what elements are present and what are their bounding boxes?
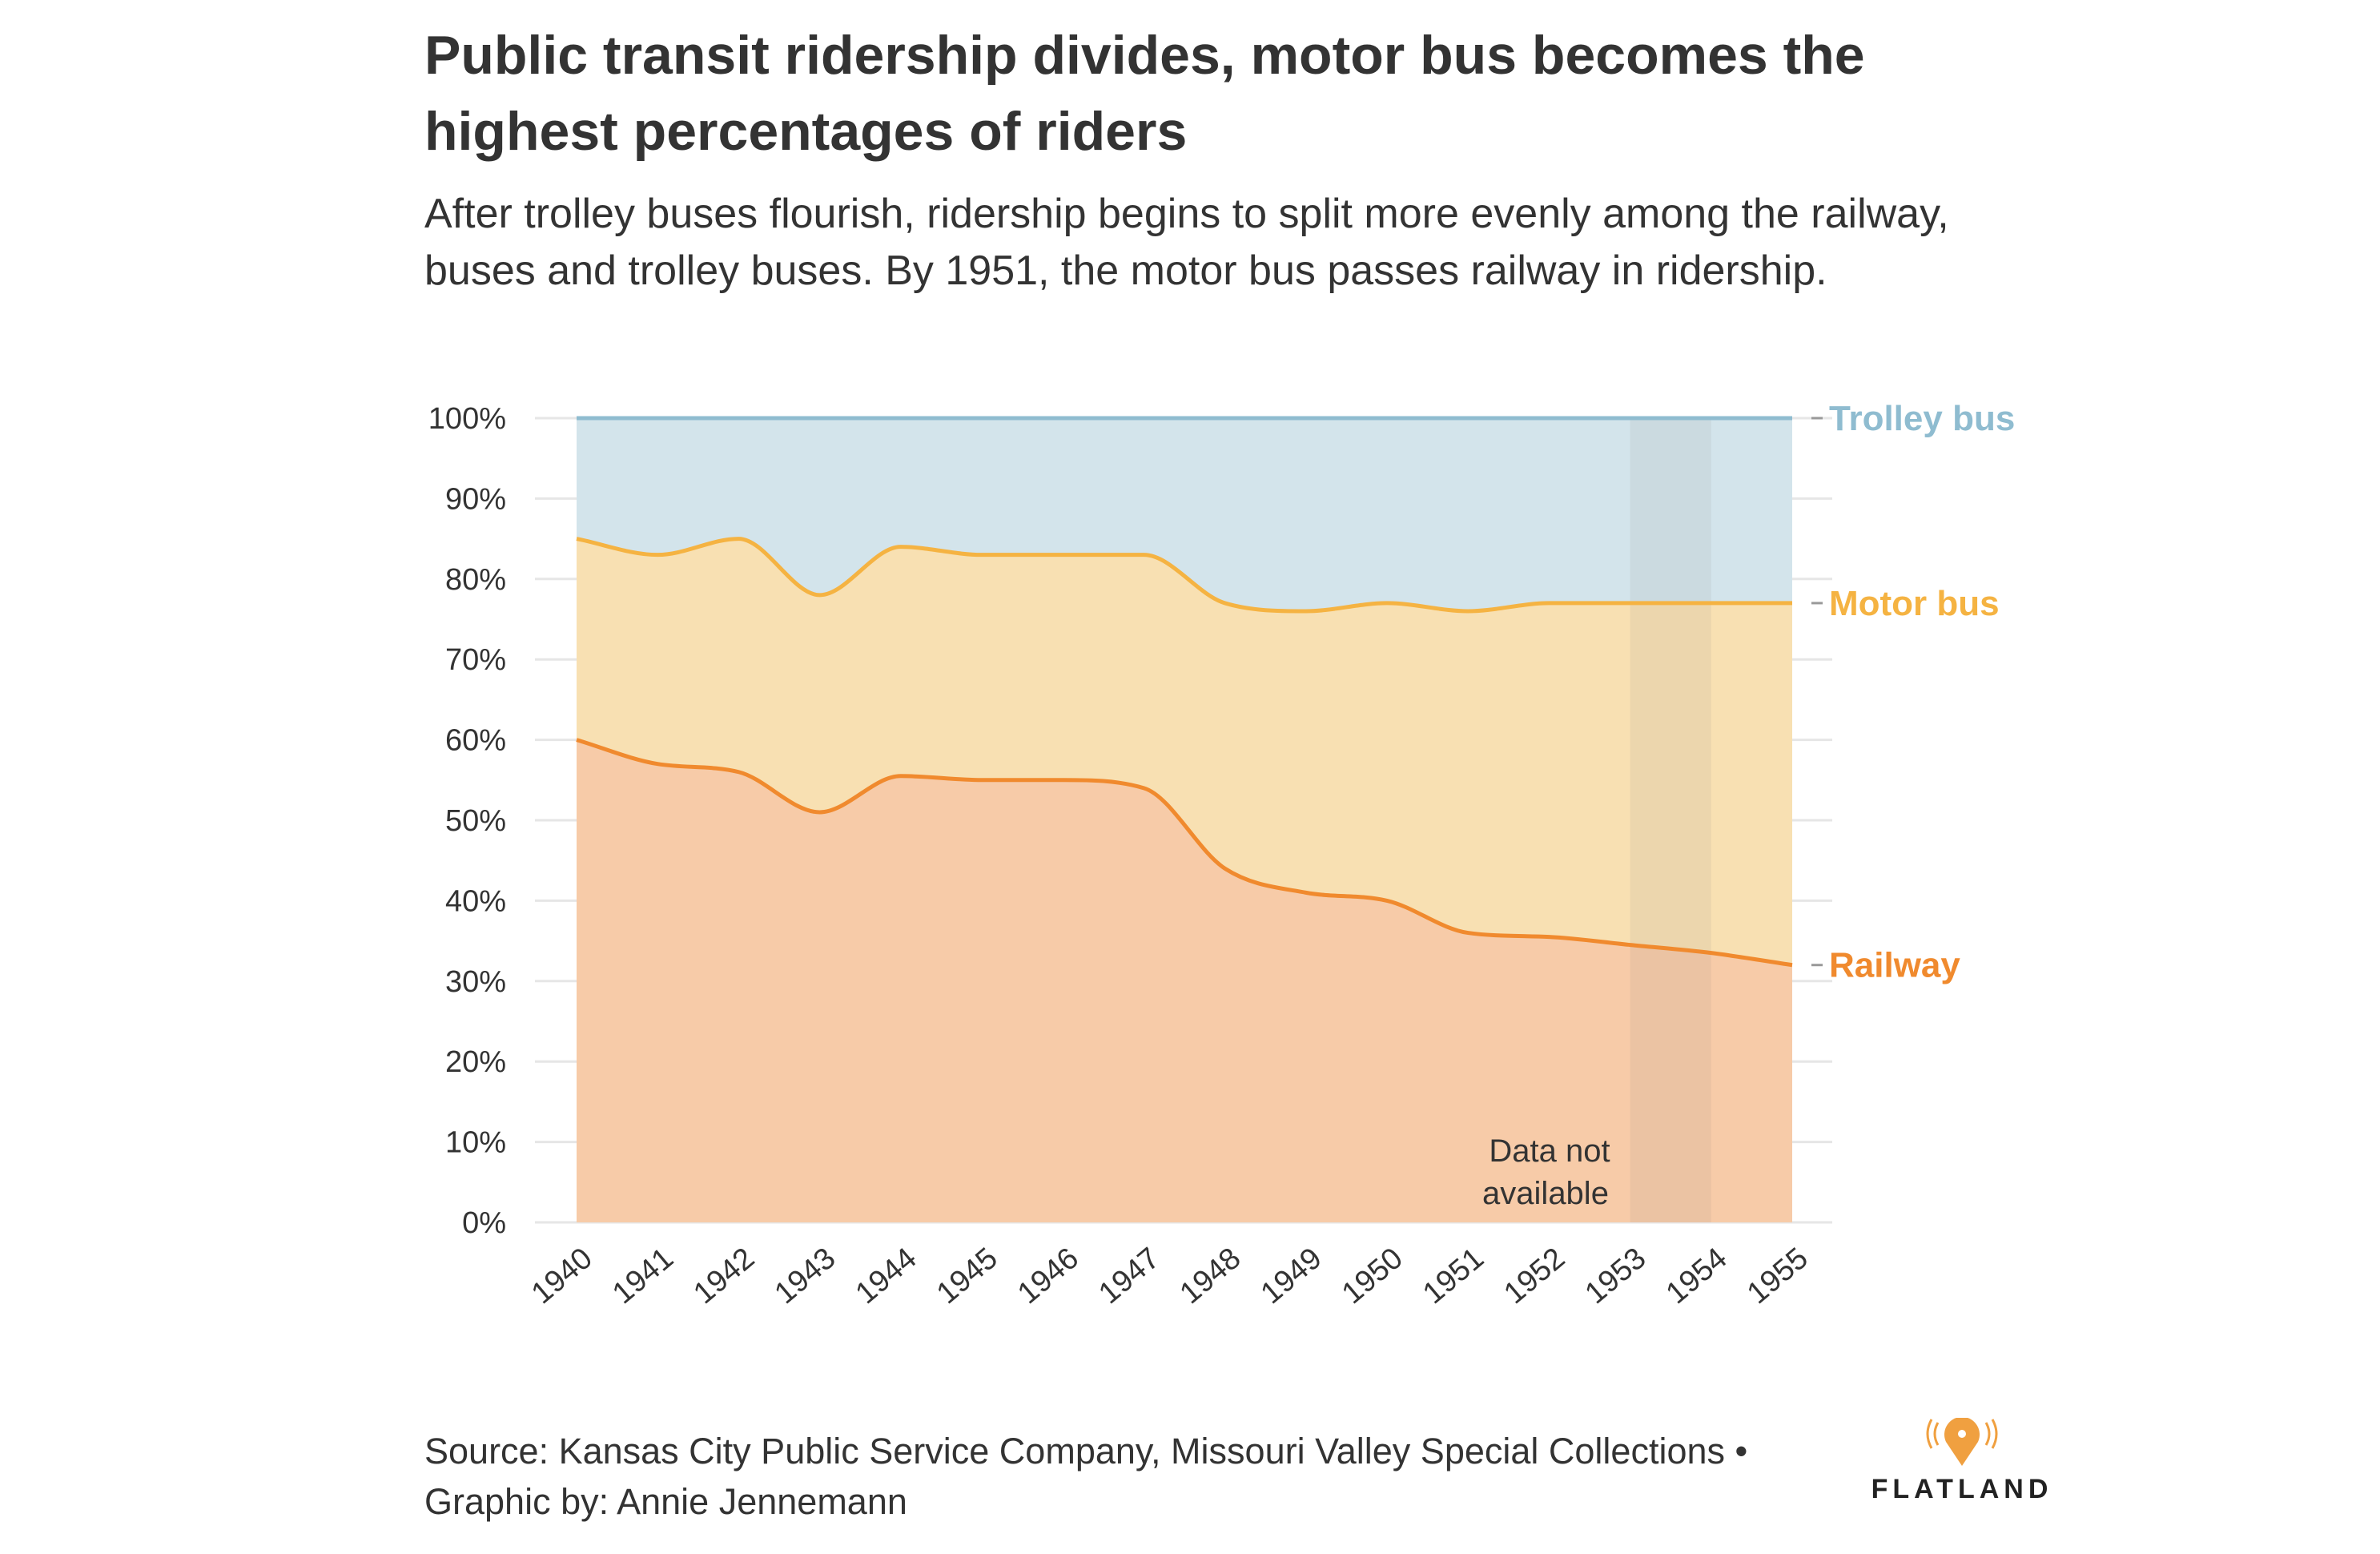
data-not-available-band — [1630, 418, 1711, 1222]
y-tick-label: 80% — [445, 563, 506, 597]
area-railway — [577, 739, 1792, 1222]
x-tick-label: 1946 — [1011, 1242, 1085, 1311]
legend: Railway Motor bus Trolley bus — [1811, 399, 2015, 985]
area-motor-bus — [577, 538, 1792, 965]
source-note: Source: Kansas City Public Service Compa… — [424, 1426, 1826, 1527]
legend-label-railway: Railway — [1829, 946, 1960, 985]
y-axis-ticks: 0% 10% 20% 30% 40% 50% 60% 70% 80% 90% 100% — [428, 402, 506, 1240]
y-tick-label: 0% — [462, 1206, 506, 1240]
x-tick-label: 1948 — [1174, 1242, 1248, 1311]
x-tick-label: 1954 — [1660, 1242, 1734, 1311]
x-tick-label: 1947 — [1092, 1242, 1166, 1311]
x-tick-label: 1955 — [1741, 1242, 1815, 1311]
y-tick-label: 30% — [445, 965, 506, 999]
line-motor-bus — [576, 537, 1792, 614]
x-tick-label: 1944 — [850, 1242, 923, 1311]
y-tick-label: 70% — [445, 643, 506, 677]
x-tick-label: 1940 — [525, 1242, 599, 1311]
x-tick-label: 1949 — [1255, 1242, 1329, 1311]
annotation-line-1: Data not — [1489, 1133, 1610, 1169]
x-tick-label: 1953 — [1579, 1242, 1653, 1311]
x-tick-label: 1951 — [1417, 1242, 1490, 1311]
y-tick-label: 60% — [445, 724, 506, 758]
x-tick-label: 1945 — [931, 1242, 1004, 1311]
location-pin-icon — [1926, 1416, 1998, 1466]
source-text: Source: Kansas City Public Service Compa… — [424, 1431, 1748, 1471]
y-tick-label: 20% — [445, 1045, 506, 1079]
x-axis-ticks: 1940 1941 1942 1943 1944 1945 1946 1947 1948 1949… — [525, 1242, 1815, 1311]
y-tick-label: 50% — [445, 804, 506, 838]
y-tick-label: 100% — [428, 402, 506, 436]
y-tick-label: 10% — [445, 1126, 506, 1160]
flatland-logo: FLATLAND — [1866, 1416, 2058, 1506]
area-trolley-bus — [577, 418, 1792, 611]
y-tick-label: 40% — [445, 884, 506, 918]
series-lines — [576, 416, 1793, 968]
x-tick-label: 1942 — [687, 1242, 761, 1311]
chart-title: Public transit ridership divides, motor … — [424, 25, 1865, 162]
annotation-line-2: available — [1482, 1176, 1609, 1211]
legend-label-trolley-bus: Trolley bus — [1829, 399, 2015, 438]
x-tick-label: 1950 — [1336, 1242, 1409, 1311]
unavailable-band — [1630, 418, 1711, 1222]
legend-label-motor-bus: Motor bus — [1829, 584, 2000, 623]
y-tick-label: 90% — [445, 482, 506, 516]
logo-text: FLATLAND — [1871, 1474, 2053, 1504]
credit-text: Graphic by: Annie Jennemann — [424, 1481, 907, 1522]
chart-subtitle: After trolley buses flourish, ridership … — [424, 191, 1949, 294]
x-tick-label: 1941 — [606, 1242, 680, 1311]
areas — [577, 418, 1792, 1222]
x-tick-label: 1943 — [769, 1242, 842, 1311]
line-railway — [576, 738, 1793, 968]
x-tick-label: 1952 — [1498, 1242, 1571, 1311]
